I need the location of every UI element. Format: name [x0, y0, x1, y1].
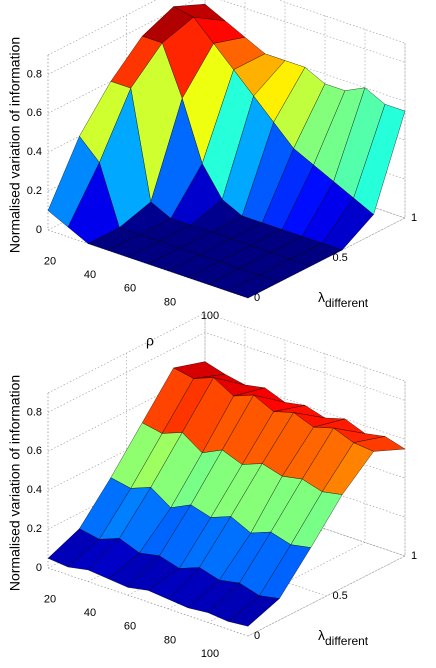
y-axis-label: λdifferent — [318, 627, 369, 648]
y-tick-label: 0.5 — [333, 590, 348, 602]
y-axis-subscript: different — [325, 634, 369, 648]
y-axis-subscript: different — [325, 296, 369, 310]
z-axis-label: Normalised variation of information — [7, 37, 23, 253]
x-tick-label: 100 — [201, 310, 219, 322]
z-tick-label: 0.6 — [27, 445, 42, 457]
y-tick-label: 0 — [254, 292, 260, 304]
grid-line — [47, 332, 406, 413]
y-axis-symbol: λ — [318, 627, 325, 643]
z-tick-label: 0 — [36, 224, 42, 236]
surface-patch — [227, 595, 280, 627]
x-axis-label: ρ — [146, 333, 154, 349]
x-tick-label: 100 — [201, 648, 219, 660]
z-tick-label: 0.2 — [27, 185, 42, 197]
y-tick-label: 0 — [254, 630, 260, 642]
surface-plot: 0 0.2 0.4 0.6 0.8 20 40 60 80 100 0 0.5 1 Normalised … — [7, 312, 417, 660]
x-tick-label: 40 — [84, 607, 96, 619]
z-tick-label: 0.6 — [27, 107, 42, 119]
x-tick-label: 80 — [164, 296, 176, 308]
y-tick-label: 1 — [411, 550, 417, 562]
x-tick-label: 20 — [44, 256, 56, 268]
z-axis-label: Normalised variation of information — [7, 375, 23, 591]
z-tick-label: 0.4 — [27, 484, 42, 496]
z-tick-label: 0.4 — [27, 146, 42, 158]
z-tick-label: 0 — [36, 562, 42, 574]
z-tick-label: 0.8 — [27, 406, 42, 418]
surface-plot: 0 0.2 0.4 0.6 0.8 20 40 60 80 100 0 0.5 1 Normalised … — [7, 0, 417, 349]
y-tick-label: 1 — [411, 212, 417, 224]
x-tick-label: 60 — [124, 621, 136, 633]
x-tick-label: 20 — [44, 594, 56, 606]
x-tick-label: 60 — [124, 283, 136, 295]
y-tick-label: 0.5 — [333, 252, 348, 264]
z-tick-label: 0.2 — [27, 523, 42, 535]
x-tick-label: 40 — [84, 269, 96, 281]
grid-line — [47, 393, 249, 637]
y-axis-symbol: λ — [318, 289, 325, 305]
z-tick-label: 0.8 — [27, 68, 42, 80]
x-tick-label: 80 — [164, 634, 176, 646]
y-axis-label: λdifferent — [318, 289, 369, 310]
surface-patch — [227, 275, 280, 299]
